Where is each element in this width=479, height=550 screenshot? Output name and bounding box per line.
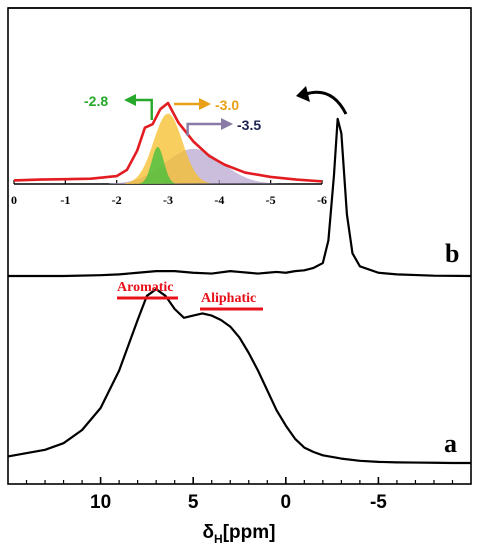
x-axis-title: δH[ppm] xyxy=(203,522,276,546)
region-aliphatic: Aliphatic xyxy=(200,291,263,311)
x-axis-title-unit: [ppm] xyxy=(223,522,276,543)
inset-x-tick-label: -4 xyxy=(214,193,224,207)
inset-x-tick-label: -2 xyxy=(112,193,122,207)
component-label-3-0: -3.0 xyxy=(215,97,239,113)
main-axis: 10 5 0 -5 xyxy=(25,477,454,513)
region-aromatic: Aromatic xyxy=(117,280,178,300)
arrow-right-3-5 xyxy=(186,122,222,136)
arrowhead-2-8 xyxy=(124,94,136,106)
inset-component--2.8 xyxy=(139,147,177,184)
x-tick-label: 5 xyxy=(188,492,199,513)
inset-x-tick-label: -3 xyxy=(163,193,173,207)
plot-frame xyxy=(7,7,472,485)
curve-label-a: a xyxy=(444,429,457,458)
spectrum-b-group xyxy=(8,117,472,278)
inset-x-tick-label: 0 xyxy=(11,193,17,207)
x-tick-label: 0 xyxy=(281,492,292,513)
inset-envelope-line xyxy=(13,101,323,183)
inset-x-tick-label: -6 xyxy=(317,193,327,207)
component-label-3-5: -3.5 xyxy=(237,117,261,133)
inset-group: 0 -1 -2 -3 -4 -5 -6 -2.8 -3.0 -3.5 xyxy=(11,93,327,207)
x-axis-title-symbol: δ xyxy=(203,522,215,543)
curved-arrow-icon xyxy=(296,86,348,115)
x-tick-label: -5 xyxy=(370,492,387,513)
inset-x-tick-label: -1 xyxy=(60,193,70,207)
spectrum-a-group xyxy=(7,288,471,465)
spectrum-b-line xyxy=(8,117,472,278)
arrow-left-2-8 xyxy=(135,98,153,120)
spectrum-a-line xyxy=(7,288,471,465)
aliphatic-label: Aliphatic xyxy=(201,291,256,306)
arrowhead-3-0 xyxy=(199,98,211,110)
arrowhead-3-5 xyxy=(221,118,233,130)
curve-label-b: b xyxy=(445,239,459,268)
inset-x-tick-label: -5 xyxy=(266,193,276,207)
x-axis-title-subscript: H xyxy=(214,532,223,546)
x-tick-label: 10 xyxy=(90,492,111,513)
aromatic-label: Aromatic xyxy=(117,280,174,295)
component-label-2-8: -2.8 xyxy=(84,93,108,109)
inset-component--3.0 xyxy=(124,113,212,184)
